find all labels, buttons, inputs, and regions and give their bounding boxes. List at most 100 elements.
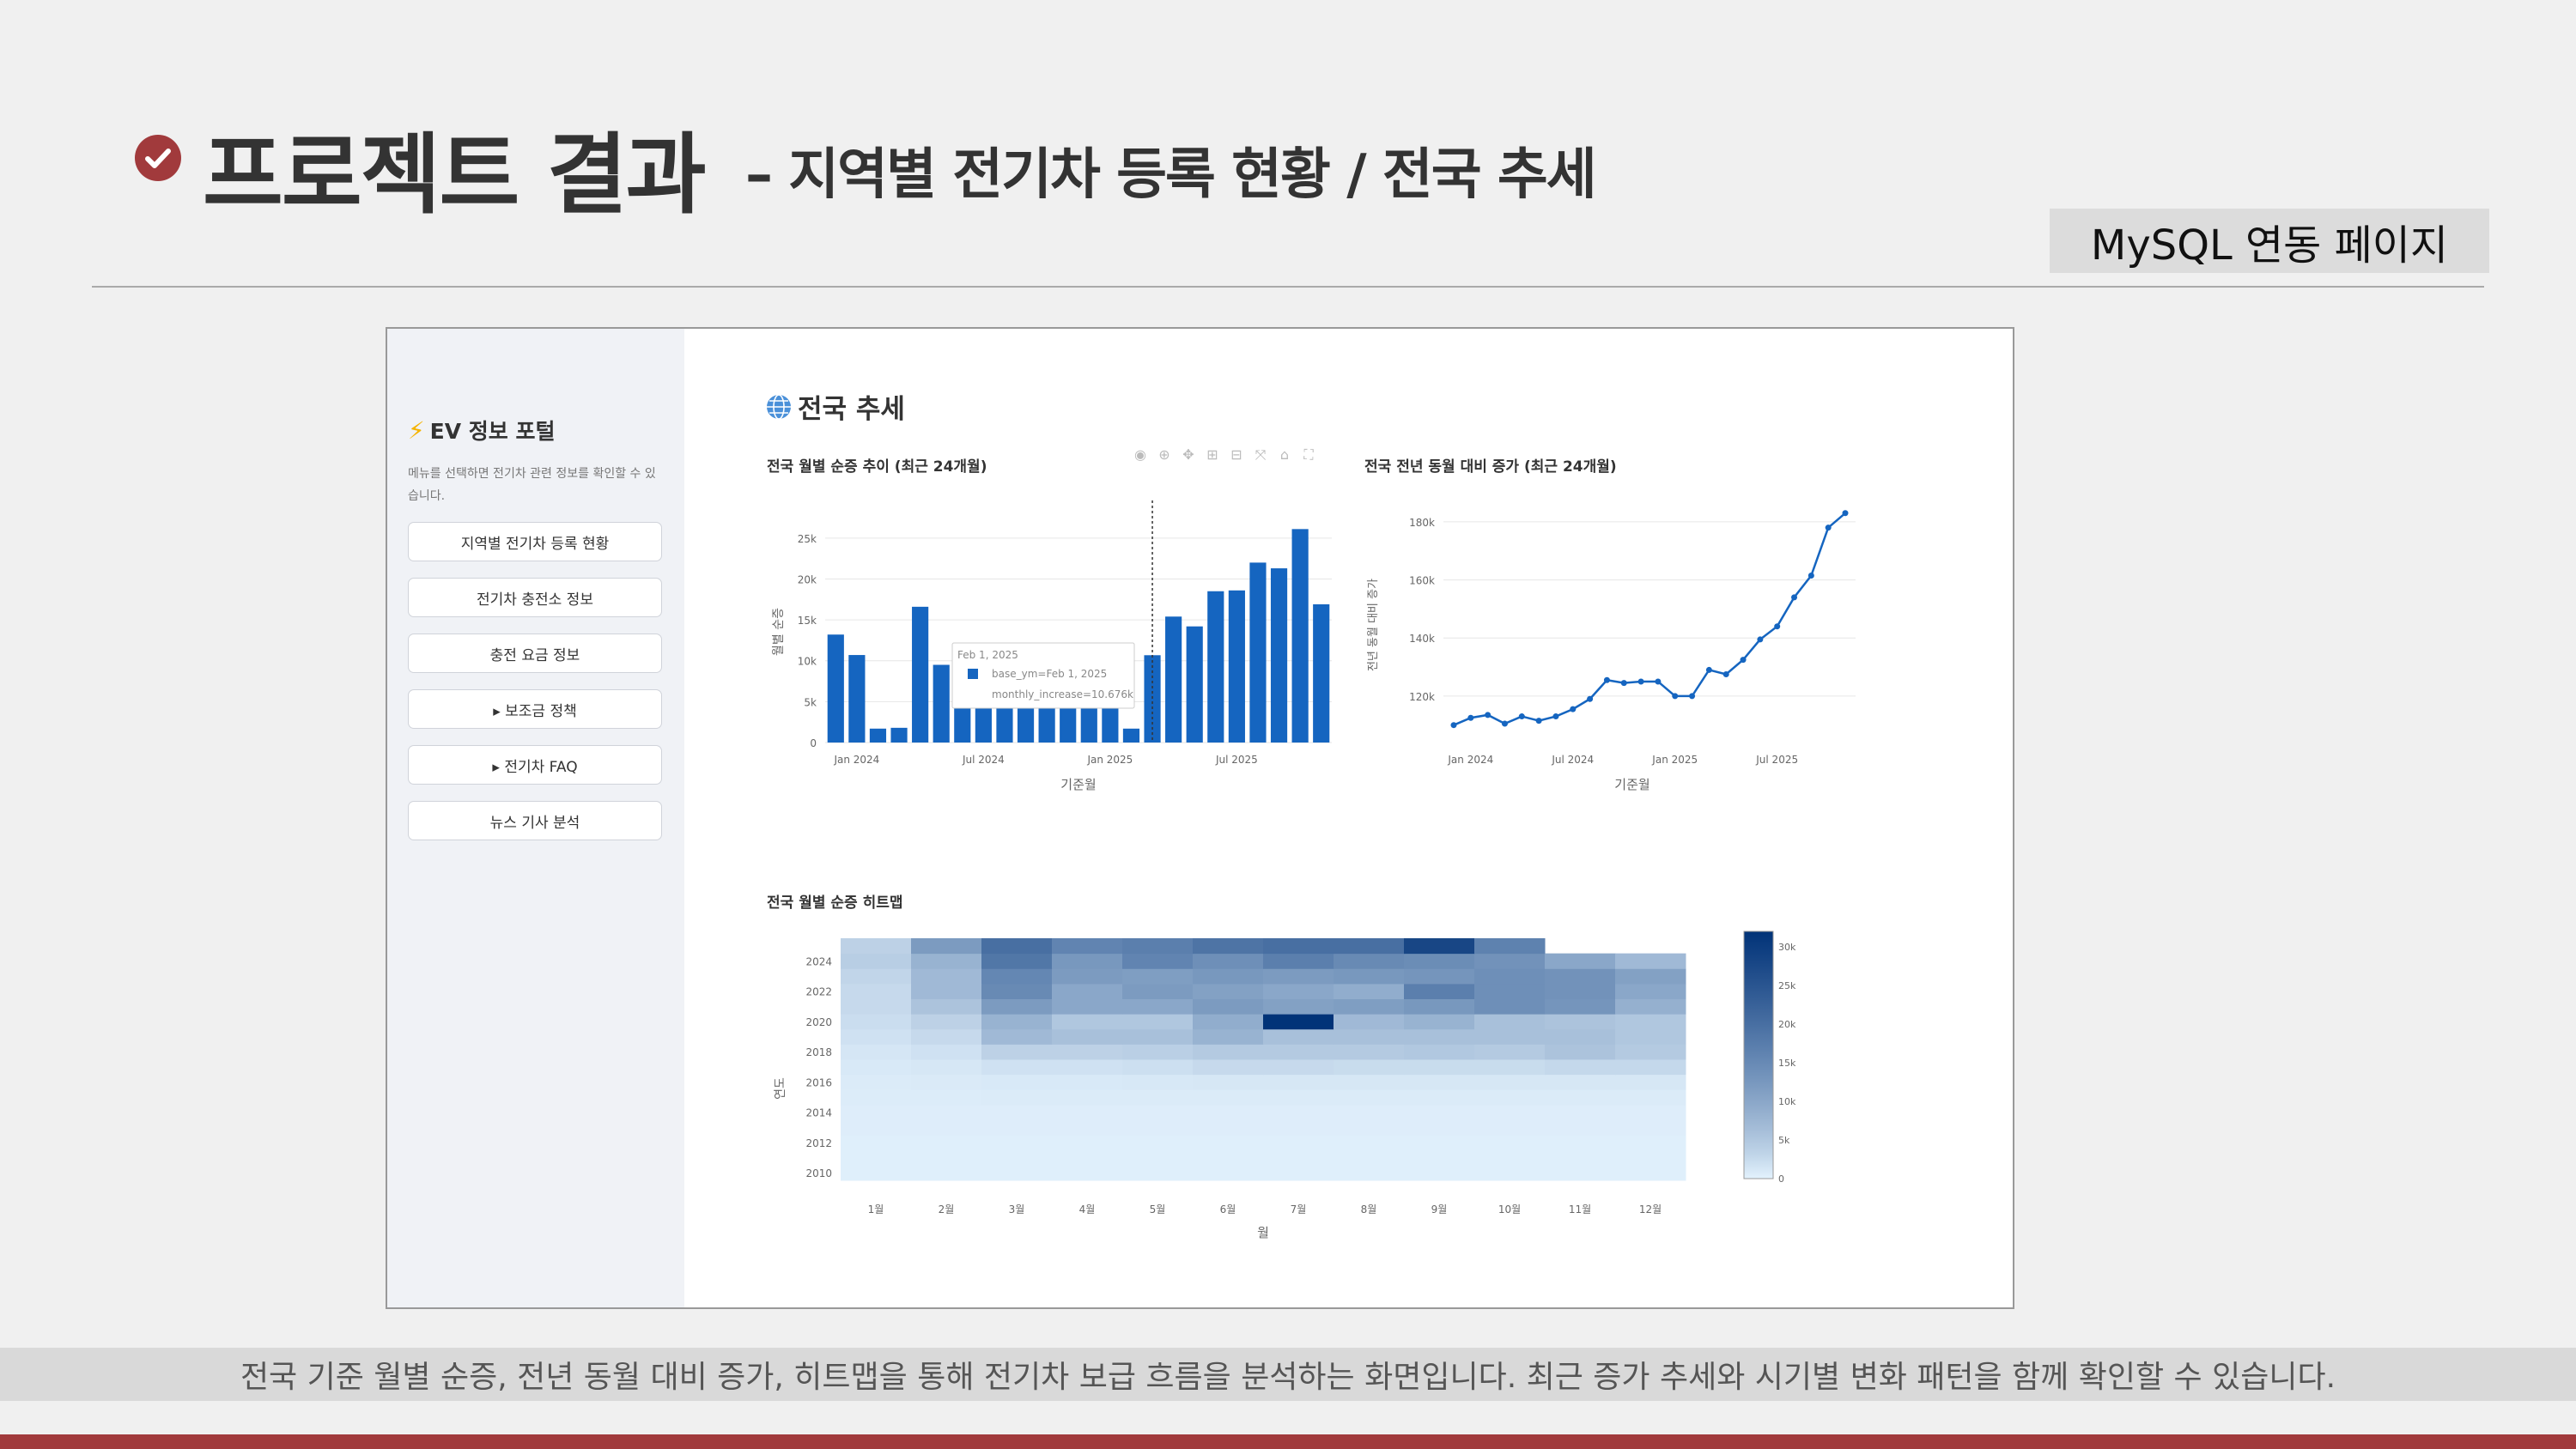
heatmap-cell xyxy=(1193,953,1264,969)
heatmap-cell xyxy=(1334,1044,1405,1060)
colorbar-tick-label: 30k xyxy=(1778,942,1796,953)
heatmap-cell xyxy=(1052,998,1123,1015)
bar xyxy=(1207,591,1224,743)
heatmap-cell xyxy=(1334,1089,1405,1106)
heatmap-cell xyxy=(1474,1028,1546,1045)
heatmap-cell xyxy=(1404,968,1475,985)
heatmap-cell xyxy=(911,1165,982,1181)
heatmap-cell xyxy=(981,1165,1053,1181)
bar xyxy=(933,664,950,743)
heatmap-cell xyxy=(911,1119,982,1136)
y-tick-label: 2024 xyxy=(805,955,832,967)
heatmap-cell xyxy=(1545,953,1616,969)
heatmap-cell xyxy=(981,983,1053,999)
bar xyxy=(848,655,866,743)
y-tick-label: 5k xyxy=(804,696,817,708)
hover-tooltip xyxy=(951,642,1135,709)
checkmark-icon xyxy=(135,135,181,181)
y-tick-label: 2020 xyxy=(805,1016,832,1028)
heatmap-cell xyxy=(1052,1028,1123,1045)
sidebar-button-news[interactable]: 뉴스 기사 분석 xyxy=(408,801,662,840)
app-screenshot: ⚡ EV 정보 포털 메뉴를 선택하면 전기차 관련 정보를 확인할 수 있습니다… xyxy=(386,327,2014,1309)
heatmap-cell xyxy=(1334,953,1405,969)
zoom-icon[interactable]: ⊕ xyxy=(1158,446,1170,463)
heatmap-cell xyxy=(841,1165,912,1181)
data-point xyxy=(1825,524,1832,531)
heatmap-cell xyxy=(981,1135,1053,1151)
x-tick-label: Jul 2024 xyxy=(962,754,1005,766)
x-tick-label: 8월 xyxy=(1361,1203,1377,1216)
camera-icon[interactable]: ◉ xyxy=(1134,446,1146,463)
heatmap-cell xyxy=(1122,1014,1194,1030)
line-chart: 120k 140k 160k 180k Jan 2024 Jul 2024 Jan 2025… xyxy=(1367,510,1856,792)
x-axis-title: 기준월 xyxy=(1060,777,1096,792)
x-tick-label: Jul 2025 xyxy=(1755,754,1798,766)
tooltip-swatch xyxy=(968,669,978,679)
data-point xyxy=(1620,680,1627,687)
heatmap-cell xyxy=(1263,1119,1334,1136)
pan-icon[interactable]: ✥ xyxy=(1182,446,1194,463)
x-axis-title: 월 xyxy=(1257,1225,1269,1240)
heatmap-cell xyxy=(1404,1165,1475,1181)
heatmap-cell xyxy=(911,1044,982,1060)
heatmap-cell xyxy=(1052,1104,1123,1120)
bar xyxy=(1228,590,1245,743)
sidebar-title: ⚡ EV 정보 포털 xyxy=(408,416,556,445)
sidebar-button-subsidy[interactable]: ▸ 보조금 정책 xyxy=(408,689,662,729)
heatmap-cell xyxy=(1122,1074,1194,1090)
x-axis-title: 기준월 xyxy=(1614,777,1649,792)
heatmap-cell xyxy=(1052,1149,1123,1166)
zoom-out-icon[interactable]: ⊟ xyxy=(1230,446,1242,463)
heatmap-cell xyxy=(1474,983,1546,999)
y-tick-label: 10k xyxy=(798,656,817,668)
bar xyxy=(1270,568,1288,743)
heatmap-cell xyxy=(1122,1089,1194,1106)
y-axis-title: 월별 순증 xyxy=(772,608,786,656)
bar xyxy=(1313,603,1330,743)
heatmap-cell xyxy=(1615,1149,1686,1166)
colorbar-tick-label: 25k xyxy=(1778,980,1796,991)
data-point xyxy=(1689,693,1696,700)
y-axis-title: 연도 xyxy=(774,1077,787,1100)
y-tick-label: 160k xyxy=(1409,575,1435,587)
heatmap-cell xyxy=(841,1014,912,1030)
data-point xyxy=(1774,623,1781,630)
bar xyxy=(1165,616,1182,743)
page-title: 전국 추세 xyxy=(765,387,905,426)
tooltip-header: Feb 1, 2025 xyxy=(957,649,1018,661)
heatmap-cell xyxy=(1263,1028,1334,1045)
heatmap-cell xyxy=(1052,983,1123,999)
heatmap-cell xyxy=(911,1014,982,1030)
heatmap-cell xyxy=(841,1044,912,1060)
heatmap-cell xyxy=(981,1074,1053,1090)
x-tick-label: 2월 xyxy=(939,1203,955,1216)
lightning-icon: ⚡ xyxy=(408,416,425,445)
heatmap-cell xyxy=(911,968,982,985)
heatmap-cell xyxy=(1052,968,1123,985)
sidebar-button-charging-fee[interactable]: 충전 요금 정보 xyxy=(408,634,662,673)
heatmap-cell xyxy=(1122,938,1194,955)
home-icon[interactable]: ⌂ xyxy=(1279,446,1290,463)
heatmap-cell xyxy=(911,1149,982,1166)
heatmap-cell xyxy=(1545,1059,1616,1076)
autoscale-icon[interactable]: ⤧ xyxy=(1255,446,1267,463)
heatmap-cell xyxy=(1615,1074,1686,1090)
fullscreen-icon[interactable]: ⛶ xyxy=(1303,446,1314,463)
x-tick-label: 5월 xyxy=(1150,1203,1166,1216)
heatmap-cell xyxy=(1193,1089,1264,1106)
sidebar-button-region-registration[interactable]: 지역별 전기차 등록 현황 xyxy=(408,522,662,561)
data-point xyxy=(1655,678,1662,685)
heatmap-cell xyxy=(1263,1074,1334,1090)
sidebar-button-charging-stations[interactable]: 전기차 충전소 정보 xyxy=(408,578,662,617)
x-tick-label: Jan 2025 xyxy=(1086,754,1133,766)
heatmap-cell xyxy=(1545,1104,1616,1120)
y-tick-label: 2018 xyxy=(805,1046,832,1058)
heatmap-cell xyxy=(911,938,982,955)
heatmap-cell xyxy=(841,1028,912,1045)
zoom-in-icon[interactable]: ⊞ xyxy=(1206,446,1218,463)
bar xyxy=(869,728,887,743)
y-tick-label: 180k xyxy=(1409,517,1435,529)
heatmap-cell xyxy=(1263,1104,1334,1120)
heatmap-cell xyxy=(1474,1014,1546,1030)
sidebar-button-faq[interactable]: ▸ 전기차 FAQ xyxy=(408,745,662,785)
